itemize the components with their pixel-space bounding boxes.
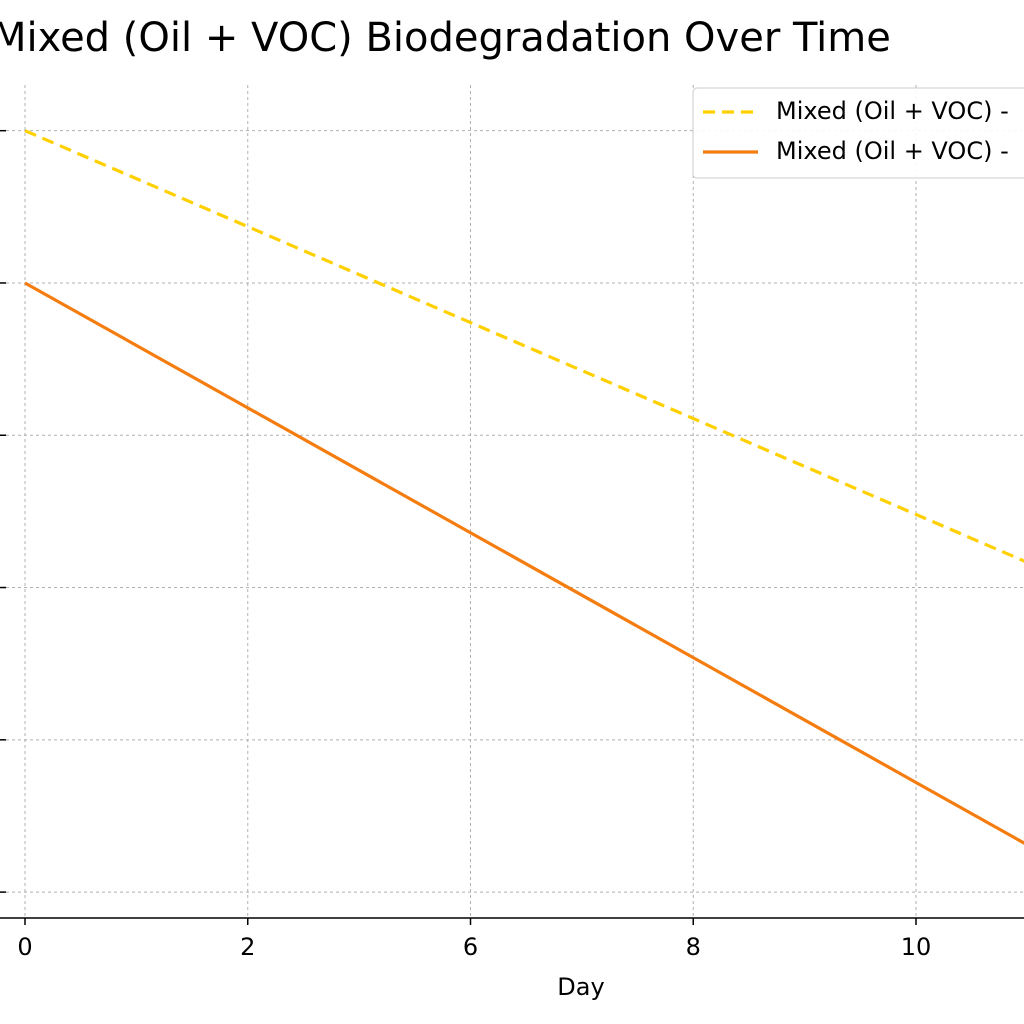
series-line <box>24 129 1024 563</box>
legend-box <box>692 87 1024 179</box>
chart-title: Mixed (Oil + VOC) Biodegradation Over Ti… <box>0 15 891 61</box>
x-tick-label: 10 <box>901 933 932 961</box>
x-tick-label: 2 <box>240 933 255 961</box>
legend-label: Mixed (Oil + VOC) - <box>776 97 1009 125</box>
x-tick-label: 8 <box>686 933 701 961</box>
legend: Mixed (Oil + VOC) - Mixed (Oil + VOC) - <box>692 87 1024 179</box>
x-tick-label: 6 <box>463 933 478 961</box>
legend-label: Mixed (Oil + VOC) - <box>776 137 1009 165</box>
series-line <box>24 281 1024 845</box>
x-tick-label: 0 <box>17 933 32 961</box>
x-axis-label: Day <box>557 973 604 1001</box>
